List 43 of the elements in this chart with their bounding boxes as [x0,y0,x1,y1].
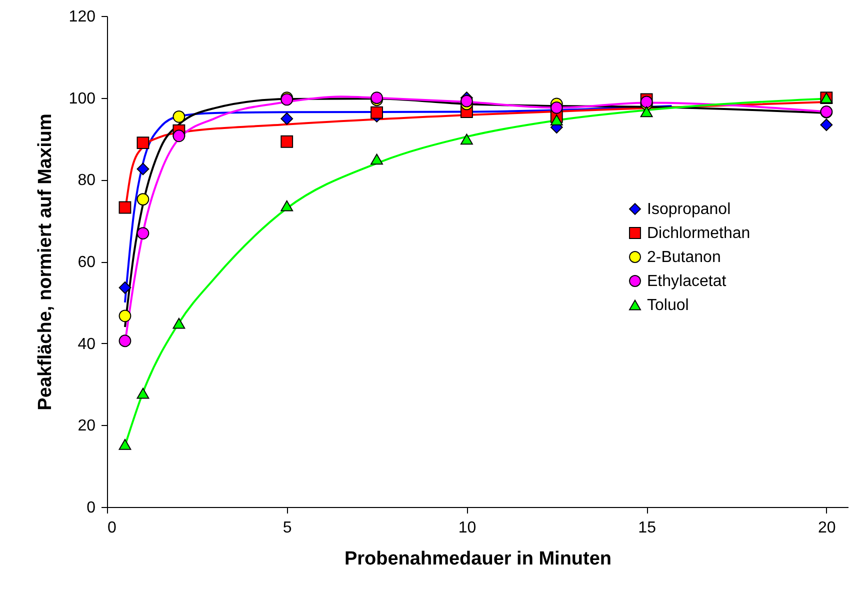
legend-label: Isopropanol [647,201,731,218]
point [136,388,150,399]
point [118,201,132,214]
x-tick-label: 20 [818,520,836,536]
legend-label: Toluol [647,297,689,314]
point [136,193,150,206]
x-tick-label: 0 [108,520,116,536]
point [460,134,473,145]
point [280,200,294,212]
point [136,136,150,150]
x-tick-label: 10 [458,520,476,536]
point [280,112,294,125]
point [550,101,563,114]
point [136,227,150,240]
point [118,438,132,450]
y-tick-label: 40 [78,336,96,353]
y-tick-label: 20 [78,418,96,435]
point [460,94,473,108]
x-axis-title: Probenahmedauer in Minuten [344,548,612,570]
y-tick-label: 60 [78,254,96,271]
legend-label: Dichlormethan [647,225,750,242]
x-tick-label: 5 [282,520,292,536]
point [820,118,833,132]
point [118,334,132,348]
point [172,110,186,123]
point [118,281,132,294]
y-tick-label: 80 [78,172,96,190]
y-tick-label: 120 [68,8,96,26]
point [172,318,186,329]
y-tick-label: 100 [68,90,96,108]
point [280,135,294,148]
point [172,130,186,142]
point [118,310,132,322]
y-tick-label: 0 [86,500,96,516]
y-axis-title: Peakfläche, normiert auf Maxium [34,114,56,410]
point [370,106,383,119]
point [550,114,563,126]
point [370,154,383,165]
point [136,162,150,176]
point [640,106,653,118]
x-tick-label: 15 [638,520,656,536]
legend-label: 2-Butanon [647,249,721,266]
legend-label: Ethylacetat [647,273,727,290]
